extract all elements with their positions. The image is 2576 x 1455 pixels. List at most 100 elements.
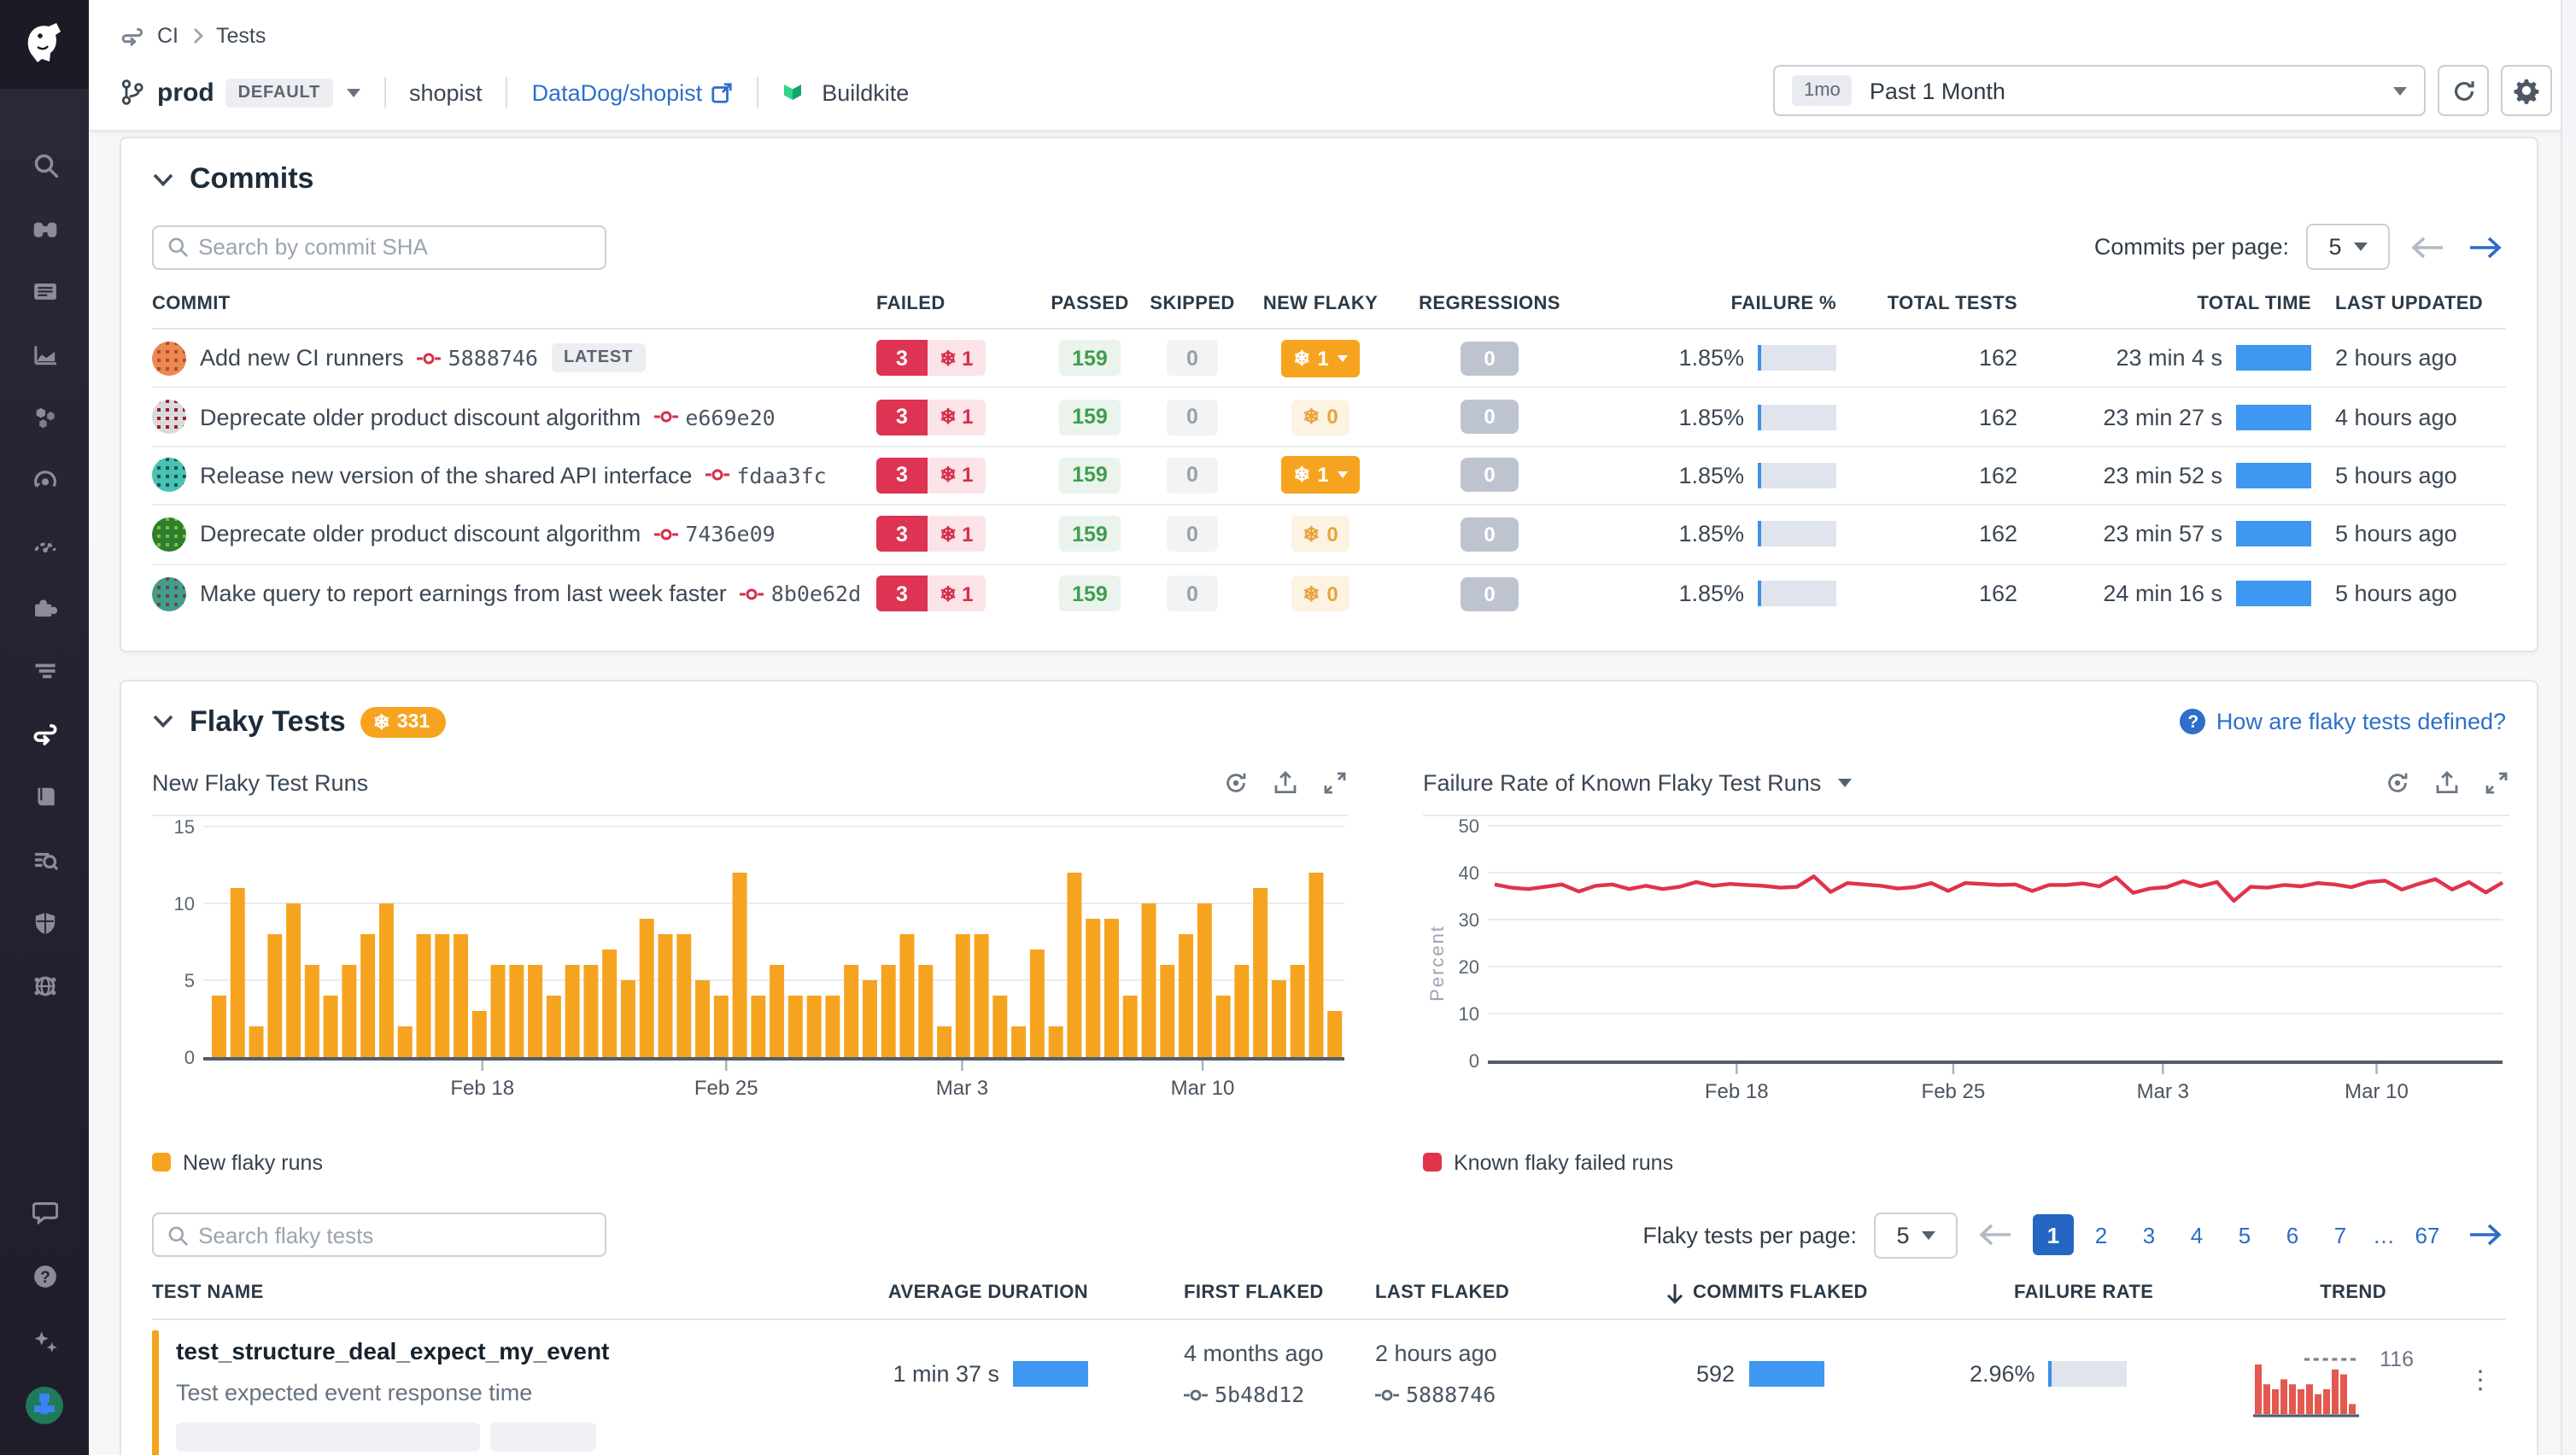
failed-count-badge[interactable]: 3 — [876, 516, 928, 552]
user-avatar-icon[interactable] — [0, 1373, 89, 1438]
commit-message[interactable]: Make query to report earnings from last … — [200, 581, 727, 607]
failed-count-badge[interactable]: 3 — [876, 399, 928, 435]
commits-per-page-select[interactable]: 5 — [2306, 224, 2390, 270]
col-total-time[interactable]: TOTAL TIME — [2197, 294, 2311, 314]
network-globe-icon[interactable] — [0, 955, 89, 1018]
col-test-name[interactable]: TEST NAME — [152, 1283, 264, 1304]
col-commits-flaked[interactable]: COMMITS FLAKED — [1625, 1283, 1912, 1305]
help-question-icon[interactable]: ? — [0, 1243, 89, 1308]
col-trend[interactable]: TREND — [2320, 1283, 2386, 1304]
watchdog-binoculars-icon[interactable] — [0, 196, 89, 260]
failed-flaky-badge[interactable]: ❄ 1 — [928, 576, 986, 612]
skipped-count-badge[interactable]: 0 — [1167, 457, 1218, 494]
new-flaky-runs-bar-chart[interactable]: 15 10 5 0 Feb 18 Feb 25 Mar 3 Mar 10 — [152, 816, 1348, 1110]
page-number-2[interactable]: 2 — [2094, 1222, 2108, 1248]
col-skipped[interactable]: SKIPPED — [1150, 294, 1235, 314]
col-last-flaked[interactable]: LAST FLAKED — [1375, 1283, 1510, 1304]
dashboard-list-icon[interactable] — [0, 260, 89, 323]
commit-message[interactable]: Add new CI runners — [200, 345, 404, 371]
new-flaky-badge[interactable]: ❄ 1 — [1281, 456, 1360, 494]
chart-refresh-icon[interactable] — [2385, 771, 2410, 797]
passed-count-badge[interactable]: 159 — [1059, 576, 1121, 612]
next-page-arrow[interactable] — [2465, 226, 2506, 267]
collapse-chevron-icon[interactable] — [152, 715, 174, 730]
failed-flaky-badge[interactable]: ❄ 1 — [928, 340, 986, 377]
row-menu-kebab-icon[interactable]: ⋮ — [2468, 1365, 2493, 1395]
chart-export-icon[interactable] — [1273, 771, 1298, 797]
page-number-3[interactable]: 3 — [2142, 1222, 2156, 1248]
passed-count-badge[interactable]: 159 — [1059, 399, 1121, 435]
chart-expand-icon[interactable] — [1322, 771, 1348, 797]
next-page-arrow[interactable] — [2465, 1215, 2506, 1256]
commit-sha[interactable]: 7436e09 — [654, 522, 776, 547]
new-flaky-badge[interactable]: ❄ 0 — [1291, 399, 1350, 435]
legend-label[interactable]: New flaky runs — [183, 1150, 323, 1175]
refresh-button[interactable] — [2438, 65, 2489, 116]
page-number-67[interactable]: 67 — [2415, 1222, 2440, 1248]
chart-export-icon[interactable] — [2434, 771, 2460, 797]
chart-expand-icon[interactable] — [2484, 771, 2509, 797]
failed-count-badge[interactable]: 3 — [876, 457, 928, 494]
col-first-flaked[interactable]: FIRST FLAKED — [1184, 1283, 1324, 1304]
infrastructure-hexagons-icon[interactable] — [0, 386, 89, 449]
repo-link[interactable]: DataDog/shopist — [532, 79, 734, 105]
chart-refresh-icon[interactable] — [1223, 771, 1249, 797]
failed-count-badge[interactable]: 3 — [876, 340, 928, 377]
test-name[interactable]: test_structure_deal_expect_my_event — [176, 1336, 610, 1364]
flaky-search[interactable] — [152, 1212, 606, 1258]
logs-lines-icon[interactable] — [0, 639, 89, 702]
page-number-1[interactable]: 1 — [2033, 1214, 2074, 1256]
apm-target-icon[interactable] — [0, 449, 89, 512]
integrations-puzzle-icon[interactable] — [0, 576, 89, 639]
datadog-logo[interactable] — [0, 0, 89, 89]
last-flaked-sha[interactable]: 5888746 — [1375, 1382, 1496, 1408]
scrollbar-track[interactable] — [2561, 0, 2576, 1455]
commit-sha[interactable]: 8b0e62d — [740, 581, 861, 607]
failed-flaky-badge[interactable]: ❄ 1 — [928, 516, 986, 552]
ci-pipelines-icon[interactable] — [0, 702, 89, 765]
failed-flaky-badge[interactable]: ❄ 1 — [928, 457, 986, 494]
commit-row[interactable]: Make query to report earnings from last … — [152, 564, 2506, 623]
commit-sha[interactable]: e669e20 — [654, 404, 776, 429]
new-flaky-badge[interactable]: ❄ 0 — [1291, 516, 1350, 552]
page-number-4[interactable]: 4 — [2190, 1222, 2204, 1248]
user-avatar[interactable] — [26, 1387, 63, 1424]
search-icon[interactable] — [0, 133, 89, 196]
page-number-6[interactable]: 6 — [2286, 1222, 2299, 1248]
regressions-badge[interactable]: 0 — [1461, 341, 1519, 376]
flaky-test-row[interactable]: test_structure_deal_expect_my_event Test… — [152, 1320, 2506, 1455]
col-total-tests[interactable]: TOTAL TESTS — [1887, 294, 2017, 314]
notebook-icon[interactable] — [0, 765, 89, 828]
commit-message[interactable]: Release new version of the shared API in… — [200, 462, 693, 488]
flaky-search-input[interactable] — [198, 1222, 591, 1248]
commit-search-input[interactable] — [198, 234, 591, 260]
breadcrumb-page[interactable]: Tests — [216, 24, 266, 48]
col-commit[interactable]: COMMIT — [152, 294, 231, 314]
page-number-5[interactable]: 5 — [2238, 1222, 2251, 1248]
chevron-down-icon[interactable] — [346, 88, 360, 96]
chart-title[interactable]: Failure Rate of Known Flaky Test Runs — [1423, 771, 1853, 797]
commit-sha[interactable]: fdaa3fc — [705, 463, 827, 488]
col-passed[interactable]: PASSED — [1051, 294, 1129, 314]
legend-label[interactable]: Known flaky failed runs — [1454, 1150, 1674, 1175]
skipped-count-badge[interactable]: 0 — [1167, 516, 1218, 552]
metrics-chart-icon[interactable] — [0, 323, 89, 386]
col-average-duration[interactable]: AVERAGE DURATION — [887, 1283, 1088, 1304]
col-last-updated[interactable]: LAST UPDATED — [2335, 294, 2484, 314]
commit-sha[interactable]: 5888746 — [417, 345, 538, 371]
commit-row[interactable]: Deprecate older product discount algorit… — [152, 389, 2506, 447]
prev-page-arrow[interactable] — [1975, 1215, 2016, 1256]
branch-name[interactable]: prod — [157, 78, 214, 107]
failed-flaky-badge[interactable]: ❄ 1 — [928, 399, 986, 435]
flaky-help-link[interactable]: How are flaky tests defined? — [2216, 709, 2506, 735]
failed-count-badge[interactable]: 3 — [876, 576, 928, 612]
failure-rate-line-chart[interactable]: 0 10 20 30 40 50 Percent Feb 18 Feb 25 Mar 3 Mar 1… — [1423, 816, 2509, 1110]
passed-count-badge[interactable]: 159 — [1059, 340, 1121, 377]
breadcrumb-section[interactable]: CI — [157, 24, 179, 48]
new-flaky-badge[interactable]: ❄ 0 — [1291, 576, 1350, 612]
flaky-per-page-select[interactable]: 5 — [1874, 1212, 1958, 1259]
chat-bubble-icon[interactable] — [0, 1178, 89, 1243]
commit-message[interactable]: Deprecate older product discount algorit… — [200, 521, 641, 547]
regressions-badge[interactable]: 0 — [1461, 517, 1519, 552]
col-regressions[interactable]: REGRESSIONS — [1419, 294, 1560, 314]
